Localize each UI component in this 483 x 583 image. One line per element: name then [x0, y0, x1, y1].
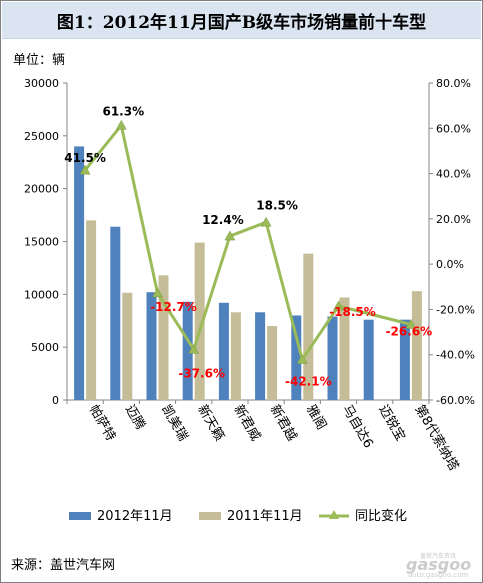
yoy-change-line: [83, 123, 412, 361]
yoy-data-label: -26.6%: [386, 324, 433, 338]
legend-label-2012: 2012年11月: [97, 509, 173, 524]
bar-2012: [146, 292, 157, 400]
left-axis-tick-label: 10000: [24, 288, 59, 301]
yoy-change-marker: [152, 287, 163, 298]
category-label: 新君威: [230, 402, 263, 444]
bar-2011: [122, 292, 133, 400]
yoy-data-label: -12.7%: [150, 300, 197, 314]
category-label: 新君越: [267, 402, 300, 444]
yoy-data-label: -18.5%: [329, 305, 376, 319]
bar-2012: [182, 301, 193, 400]
bar-2012: [327, 316, 338, 400]
yoy-change-marker: [333, 300, 344, 311]
legend-swatch-2012: [69, 512, 91, 520]
right-axis-tick-label: 80.0%: [436, 77, 471, 90]
bar-2011: [303, 253, 314, 400]
chart-title: 图1：2012年11月国产B级车市场销量前十车型: [56, 12, 427, 33]
legend-label-yoy: 同比变化: [355, 508, 407, 524]
right-axis-tick-label: -20.0%: [436, 303, 475, 316]
bar-2012: [218, 302, 229, 400]
source-note: 来源：盖世汽车网: [11, 558, 116, 573]
unit-label: 单位：辆: [13, 53, 66, 68]
watermark-brand: gasgoo: [406, 555, 472, 574]
right-axis-tick-label: 0.0%: [436, 258, 464, 271]
yoy-data-label: 18.5%: [256, 198, 298, 212]
watermark-logo: 盖世汽车资讯 gasgoo auto.gasgoo.com: [394, 548, 480, 580]
category-label: 新天籁: [194, 402, 227, 444]
left-axis-tick-label: 20000: [24, 183, 59, 196]
category-label: 迈腾: [122, 402, 149, 433]
watermark-top-text: 盖世汽车资讯: [420, 553, 457, 560]
category-label: 凯美瑞: [158, 403, 190, 444]
right-axis-tick-label: 20.0%: [436, 213, 471, 226]
legend-swatch-2011: [199, 512, 221, 520]
bar-2011: [158, 275, 169, 400]
category-label: 雅阁: [303, 403, 329, 433]
category-label: 迈锐宝: [375, 403, 407, 444]
yoy-data-label: 41.5%: [64, 151, 106, 165]
left-axis-tick-label: 25000: [24, 130, 59, 143]
bar-2011: [86, 220, 97, 400]
yoy-change-marker: [188, 343, 200, 354]
yoy-change-marker: [296, 353, 308, 364]
bar-2012: [399, 319, 410, 400]
bar-2012: [110, 226, 121, 400]
legend-label-2011: 2011年11月: [227, 509, 303, 524]
bar-2012: [363, 319, 374, 400]
yoy-change-marker: [260, 216, 272, 227]
yoy-change-marker: [115, 119, 127, 130]
yoy-data-label: 61.3%: [102, 104, 144, 118]
yoy-change-marker: [224, 230, 236, 241]
bar-2011: [411, 291, 422, 400]
bar-2011: [194, 242, 205, 400]
right-axis-tick-label: -40.0%: [436, 349, 475, 362]
chart-title-bar: 图1：2012年11月国产B级车市场销量前十车型: [2, 2, 481, 39]
bar-2012: [291, 315, 302, 400]
yoy-data-label: -42.1%: [285, 374, 332, 388]
left-axis-tick-label: 0: [52, 394, 59, 407]
bar-2011: [230, 312, 241, 400]
left-axis-tick-label: 30000: [24, 77, 59, 90]
yoy-data-label: -37.6%: [178, 366, 225, 380]
yoy-change-marker: [405, 318, 417, 329]
right-axis-tick-label: 40.0%: [436, 168, 471, 181]
bar-2012: [255, 312, 266, 400]
right-axis-tick-label: 60.0%: [436, 122, 471, 135]
left-axis-tick-label: 15000: [24, 236, 59, 249]
category-label: 马自达6: [339, 403, 376, 451]
right-axis-tick-label: -60.0%: [436, 394, 475, 407]
bar-2011: [267, 326, 278, 400]
left-axis-tick-label: 5000: [31, 341, 59, 354]
yoy-change-marker: [79, 164, 91, 175]
chart-plot: 0 5000 10000 15000 20000 25000 30000 -60.0% -40.…: [24, 77, 475, 524]
bar-2011: [339, 297, 350, 400]
bar-2012: [74, 146, 85, 400]
legend-marker-yoy: [329, 510, 339, 519]
yoy-data-label: 12.4%: [202, 213, 244, 227]
category-label: 第8代索纳塔: [411, 403, 461, 474]
watermark-site: auto.gasgoo.com: [408, 571, 469, 579]
category-label: 帕萨特: [86, 403, 118, 444]
